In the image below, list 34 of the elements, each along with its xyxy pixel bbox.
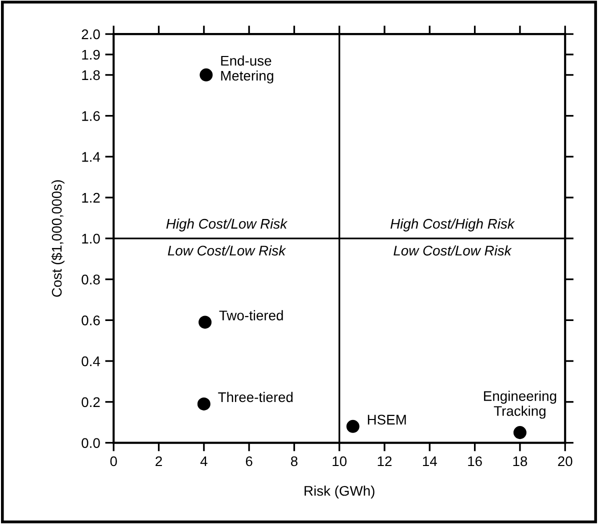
y-tick-label: 0.2: [82, 397, 100, 408]
x-tick-label: 18: [513, 456, 528, 466]
x-tick-label: 6: [246, 456, 252, 466]
y-tick-label: 2.0: [82, 29, 100, 40]
x-tick-label: 0: [110, 456, 117, 466]
x-tick-label: 4: [200, 456, 208, 466]
x-tick-label: 10: [332, 456, 347, 466]
y-axis-title: Cost ($1,000,000s): [51, 180, 64, 297]
y-tick-label: 1.0: [82, 234, 100, 244]
x-tick-label: 12: [378, 456, 392, 466]
y-tick-label: 1.8: [82, 70, 100, 80]
y-tick-label: 1.4: [82, 152, 100, 162]
x-tick-label: 8: [290, 456, 298, 466]
annotation: HSEM: [368, 414, 406, 425]
y-tick-label: 1.9: [82, 50, 100, 60]
y-tick-label: 0.4: [82, 356, 100, 366]
annotation: Low Cost/Low Risk: [168, 245, 286, 256]
x-tick-label: 14: [423, 456, 437, 466]
y-tick-label: 0.8: [82, 274, 100, 284]
annotation: High Cost/High Risk: [390, 218, 515, 232]
annotation: Three-tiered: [218, 392, 293, 402]
x-axis-title: Risk (GWh): [304, 486, 374, 499]
annotation: Low Cost/Low Risk: [394, 245, 512, 256]
x-tick-label: 16: [468, 456, 482, 466]
y-tick-label: 1.6: [82, 111, 100, 121]
annotation: Engineering Tracking: [484, 390, 556, 419]
x-tick-label: 2: [156, 456, 162, 466]
annotation: High Cost/Low Risk: [166, 218, 288, 232]
annotation: Two-tiered: [219, 310, 283, 320]
y-tick-label: 1.2: [82, 192, 100, 203]
y-tick-label: 0.0: [82, 438, 100, 448]
y-tick-label: 0.6: [82, 316, 100, 326]
x-tick-label: 20: [558, 456, 572, 466]
annotation: End-use Metering: [221, 55, 274, 84]
